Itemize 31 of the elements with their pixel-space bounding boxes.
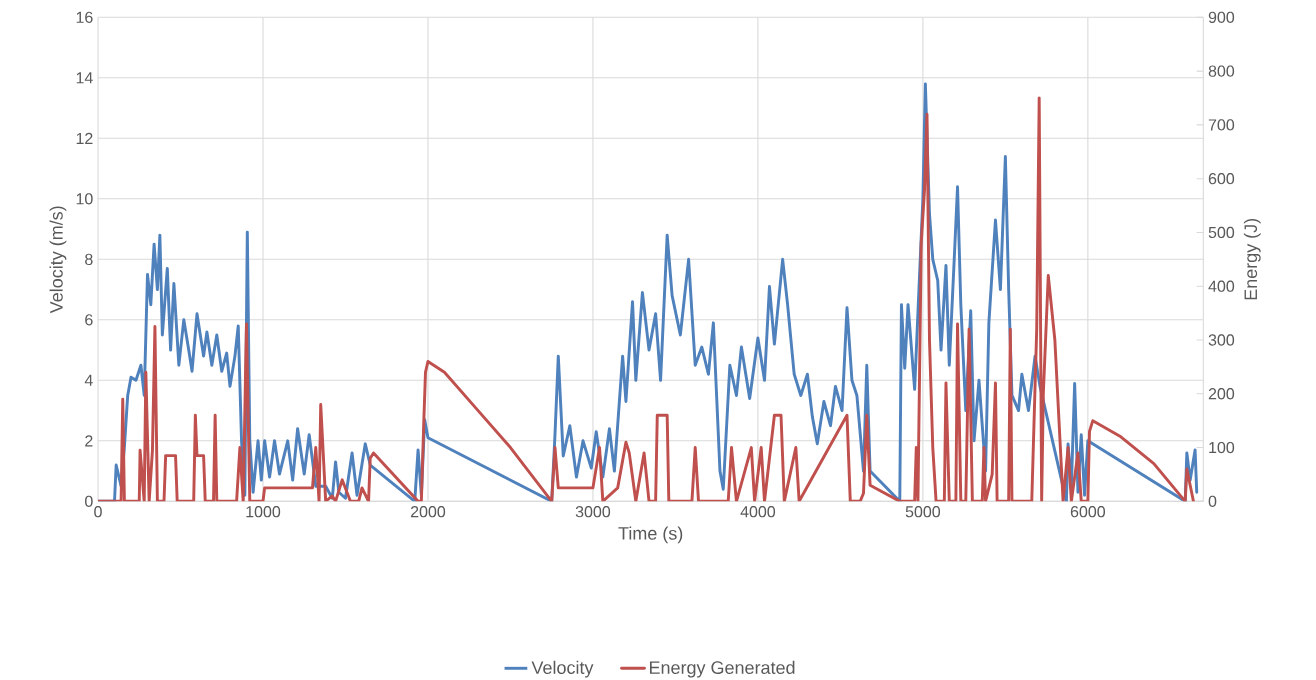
legend-label: Velocity [531,660,594,678]
x-tick-label: 1000 [246,506,281,518]
x-tick-label: 4000 [740,506,776,518]
x-tick-label: 6000 [1070,506,1106,518]
y2-tick-label: 900 [1208,11,1235,23]
y-tick-label: 12 [76,132,93,144]
legend-label: Energy Generated [649,660,795,678]
y-tick-label: 10 [76,193,93,205]
y2-tick-label: 800 [1208,65,1235,77]
y-tick-label: 6 [85,314,93,326]
y-tick-label: 14 [76,72,93,84]
y2-tick-label: 700 [1208,119,1235,131]
x-tick-label: 5000 [905,506,941,518]
y-tick-label: 16 [76,11,93,23]
y2-tick-label: 500 [1208,226,1235,239]
y-tick-label: 4 [84,374,93,386]
x-axis-title: Time (s) [618,526,683,544]
y-tick-label: 8 [85,253,93,265]
y2-tick-label: 200 [1208,388,1235,400]
y2-tick-label: 400 [1208,280,1235,292]
y2-tick-label: 300 [1208,334,1235,346]
x-tick-label: 0 [94,506,102,518]
y2-tick-label: 100 [1209,441,1235,454]
y2-axis-title: Energy (J) [1243,218,1261,300]
x-tick-label: 2000 [410,506,446,518]
y2-tick-label: 0 [1208,495,1217,507]
y-axis-title: Velocity (m/s) [49,206,67,314]
y-tick-label: 0 [85,495,93,507]
y-tick-label: 2 [85,435,93,447]
y2-tick-label: 600 [1208,173,1235,185]
x-tick-label: 3000 [575,506,611,518]
